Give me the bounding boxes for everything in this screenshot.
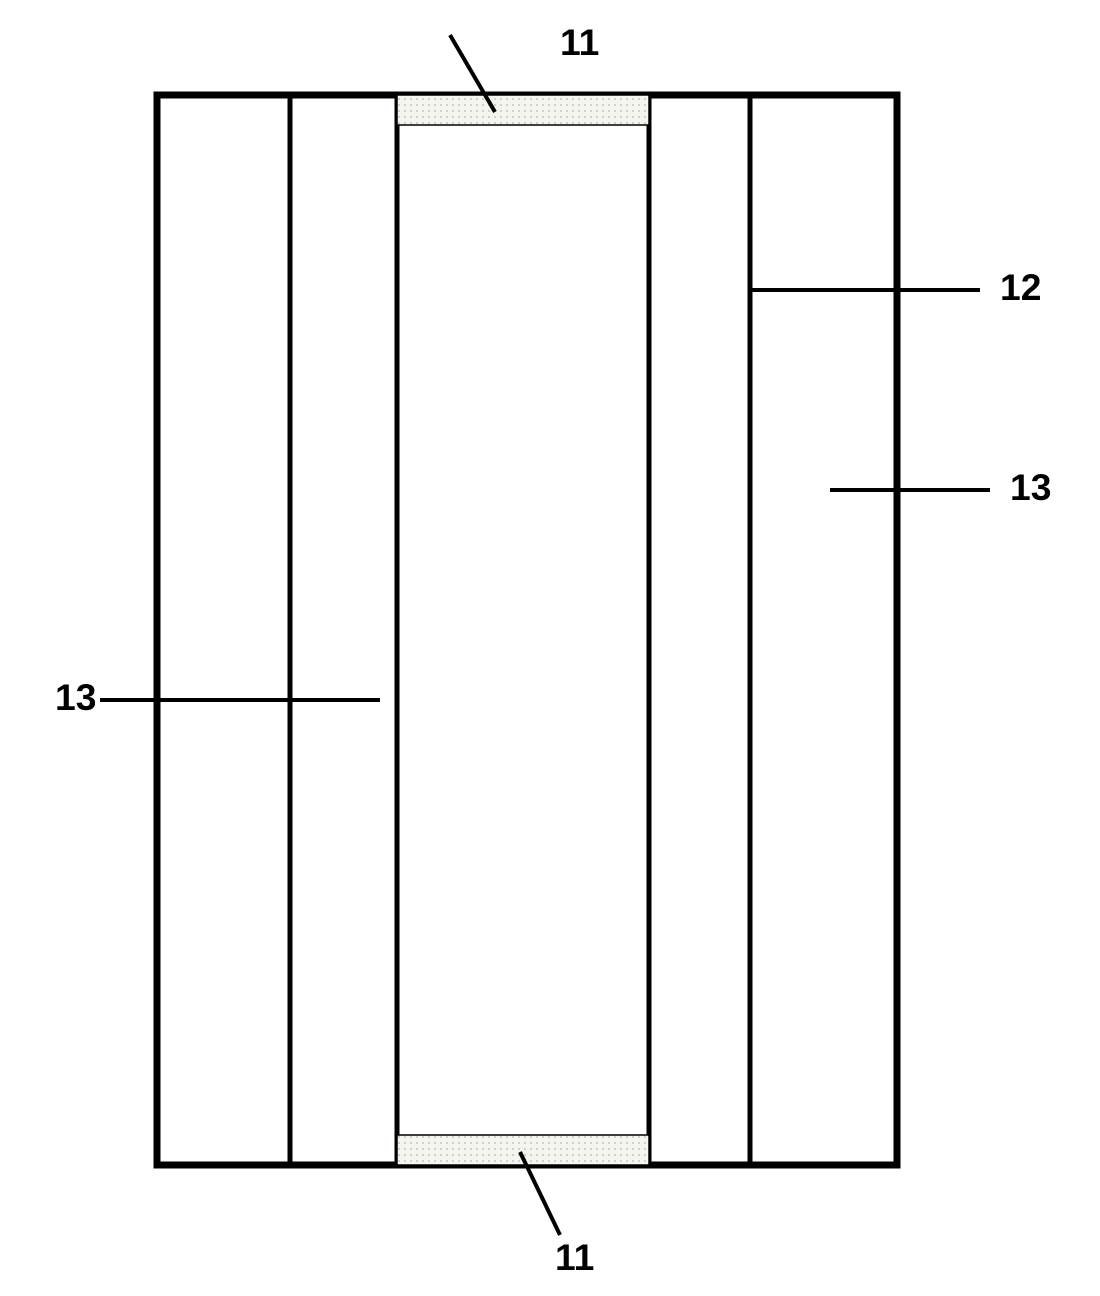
top-end-cap [397,95,649,125]
label-13-right: 13 [1010,466,1051,508]
cross-section-diagram: 11 12 13 13 11 [0,0,1100,1296]
outer-housing [157,95,897,1165]
label-12: 12 [1000,266,1041,308]
label-11-bottom: 11 [555,1236,594,1278]
label-11-top: 11 [560,21,599,63]
label-13-left: 13 [55,676,96,718]
